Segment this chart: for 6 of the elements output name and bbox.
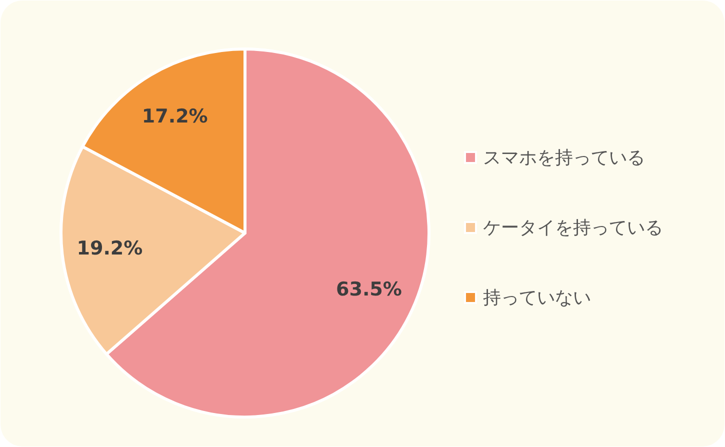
legend-label: ケータイを持っている <box>483 218 663 238</box>
data-label: 19.2% <box>76 238 143 260</box>
legend-label: スマホを持っている <box>483 148 645 168</box>
legend-label: 持っていない <box>483 288 591 308</box>
data-label: 63.5% <box>336 278 402 300</box>
data-label: 17.2% <box>142 105 208 128</box>
